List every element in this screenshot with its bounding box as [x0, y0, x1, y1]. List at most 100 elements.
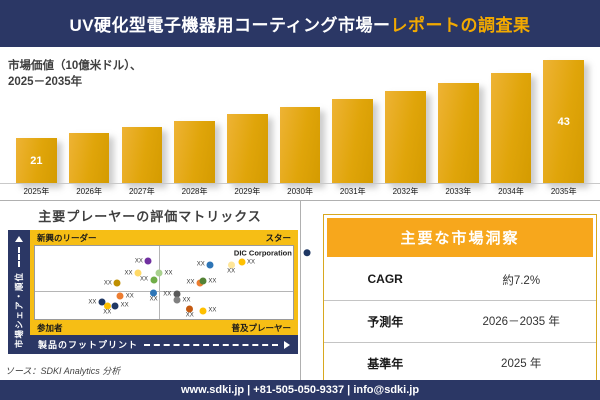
insights-row: 基準年 2025 年	[324, 342, 596, 384]
quadrant-horizontal-line	[35, 291, 293, 293]
bar-column	[63, 54, 116, 184]
insights-rows: CAGR 約7.2% 予測年 2026－2035 年基準年 2025 年	[324, 260, 596, 384]
scatter-point-label: XX	[186, 279, 195, 286]
scatter-point-dot	[150, 289, 158, 297]
bar-chart-section: 市場価値（10億米ドル）、 2025－2035年 21 43 2025年 2026年…	[0, 47, 600, 200]
scatter-point-dot	[113, 279, 121, 287]
scatter-point-dot	[155, 269, 163, 277]
scatter-point: XX	[199, 307, 216, 315]
insights-row-value: 2025 年	[501, 358, 542, 370]
bar	[68, 132, 110, 184]
bar: 43	[543, 59, 584, 184]
insights-header: 主要な市場洞察	[327, 218, 593, 257]
bar-column: 43	[537, 54, 590, 184]
scatter-point: XX	[116, 292, 134, 300]
bar-column	[326, 54, 379, 184]
scatter-point: XX	[150, 289, 158, 303]
scatter-point: XX	[111, 302, 129, 310]
quadrant-label-bottom-right: 普及プレーヤー	[231, 322, 291, 333]
scatter-point-label: XX	[182, 297, 191, 304]
y-axis-label: 市場シェア・順位	[14, 271, 24, 348]
scatter-point-dot	[186, 305, 194, 313]
scatter-point: XX	[173, 296, 191, 304]
scatter-point: DIC Corporation	[234, 249, 311, 257]
scatter-point-dot	[116, 292, 124, 300]
bar	[121, 126, 163, 184]
x-tick-label: 2026年	[76, 187, 102, 196]
scatter-point-label: XX	[185, 312, 194, 319]
scatter-point-dot	[303, 249, 311, 257]
insights-row-label: 基準年	[367, 357, 404, 371]
scatter-point-dot	[103, 302, 111, 310]
bar-chart-title-line2: 2025－2035年	[8, 76, 83, 89]
scatter-plot: XX XX XX XX XX XX XX XX DIC Corporation XX XX XX XX X…	[34, 245, 311, 320]
footer-contact-text: www.sdki.jp | +81-505-050-9337 | info@sd…	[180, 384, 420, 396]
bar-chart-title-line1: 市場価値（10億米ドル）、	[8, 60, 142, 72]
bar-column: 21	[10, 54, 63, 184]
x-axis-bar: 製品のフットプリント	[30, 335, 298, 354]
x-axis-label: 製品のフットプリント	[38, 340, 139, 350]
scatter-point-label: XX	[208, 278, 217, 285]
bar	[490, 72, 532, 184]
bar-value-label: 43	[557, 115, 570, 128]
x-axis-ticks: 2025年 2026年 2027年 2028年 2029年 2030年 2031年 2032年…	[10, 186, 590, 198]
x-tick-label: 2032年	[392, 187, 419, 196]
scatter-point-label: XX	[247, 259, 256, 266]
bar: 21	[16, 137, 57, 184]
scatter-point: XX	[134, 257, 152, 265]
matrix: 市場シェア・順位 新興のリーダー スター XX XX XX XX XX XX XX XX DIC…	[8, 230, 311, 354]
x-axis-dashes	[144, 343, 278, 346]
scatter-point-label: XX	[103, 280, 112, 287]
bar-chart-title: 市場価値（10億米ドル）、 2025－2035年	[8, 58, 142, 90]
matrix-panel: 主要プレーヤーの評価マトリックス 市場シェア・順位 新興のリーダー スター	[0, 201, 311, 381]
quadrant-label-top-right: スター	[265, 232, 291, 243]
scatter-point-dot	[227, 261, 235, 269]
quadrant-vertical-line	[158, 246, 160, 319]
insights-table: 主要な市場洞察 CAGR 約7.2% 予測年 2026－2035 年基準年 2025 年	[323, 214, 597, 385]
scatter-point: XX	[88, 298, 106, 306]
scatter-point-label: XX	[103, 309, 112, 316]
x-tick-label: 2034年	[498, 187, 524, 196]
scatter-point: XX	[103, 279, 121, 287]
y-axis-dashes	[18, 247, 20, 267]
y-axis-bar: 市場シェア・順位	[8, 230, 30, 354]
insights-row-label: 予測年	[367, 315, 404, 329]
x-axis-line	[0, 183, 600, 184]
scatter-point-dot	[199, 277, 207, 285]
scatter-point: XX	[238, 258, 256, 266]
bar-column	[274, 54, 327, 184]
scatter-point-label: XX	[134, 258, 143, 265]
footer-bar: www.sdki.jp | +81-505-050-9337 | info@sd…	[0, 380, 600, 400]
bar	[279, 107, 321, 184]
x-tick-label: 2031年	[339, 187, 366, 196]
scatter-point-dot	[206, 261, 214, 269]
scatter-point-dot	[199, 307, 207, 315]
insights-row: 予測年 2026－2035 年	[324, 300, 596, 342]
bar-column	[168, 54, 221, 184]
scatter-point-dot	[98, 298, 106, 306]
scatter-point: XX	[196, 261, 214, 269]
insights-row-value: 約7.2%	[502, 275, 541, 287]
scatter-point-label: XX	[88, 299, 97, 306]
x-tick-label: 2027年	[128, 187, 155, 196]
bar	[437, 82, 479, 184]
bar-column	[485, 54, 538, 184]
scatter-point-dot	[173, 290, 181, 298]
scatter-point-label: XX	[124, 270, 133, 276]
header-bar: UV硬化型電子機器用コーティング市場ー レポートの調査果	[0, 0, 600, 47]
bottom-section: 主要プレーヤーの評価マトリックス 市場シェア・順位 新興のリーダー スター	[0, 200, 600, 385]
quadrant-label-bottom-left: 参加者	[37, 322, 63, 333]
bar	[227, 114, 268, 184]
scatter-point-dot	[150, 276, 158, 284]
scatter-point: XX	[186, 305, 194, 318]
matrix-top-band: 新興のリーダー スター	[34, 230, 294, 245]
y-axis-inner: 市場シェア・順位	[8, 230, 30, 354]
scatter-point-label: XX	[227, 268, 236, 275]
x-tick-label: 2030年	[287, 187, 313, 196]
scatter-point-label: XX	[163, 291, 172, 298]
scatter-point-label: XX	[196, 261, 205, 268]
scatter-point-label: XX	[140, 276, 149, 283]
matrix-title: 主要プレーヤーの評価マトリックス	[38, 209, 262, 224]
source-note: ソース：SDKI Analytics 分析	[5, 366, 121, 376]
